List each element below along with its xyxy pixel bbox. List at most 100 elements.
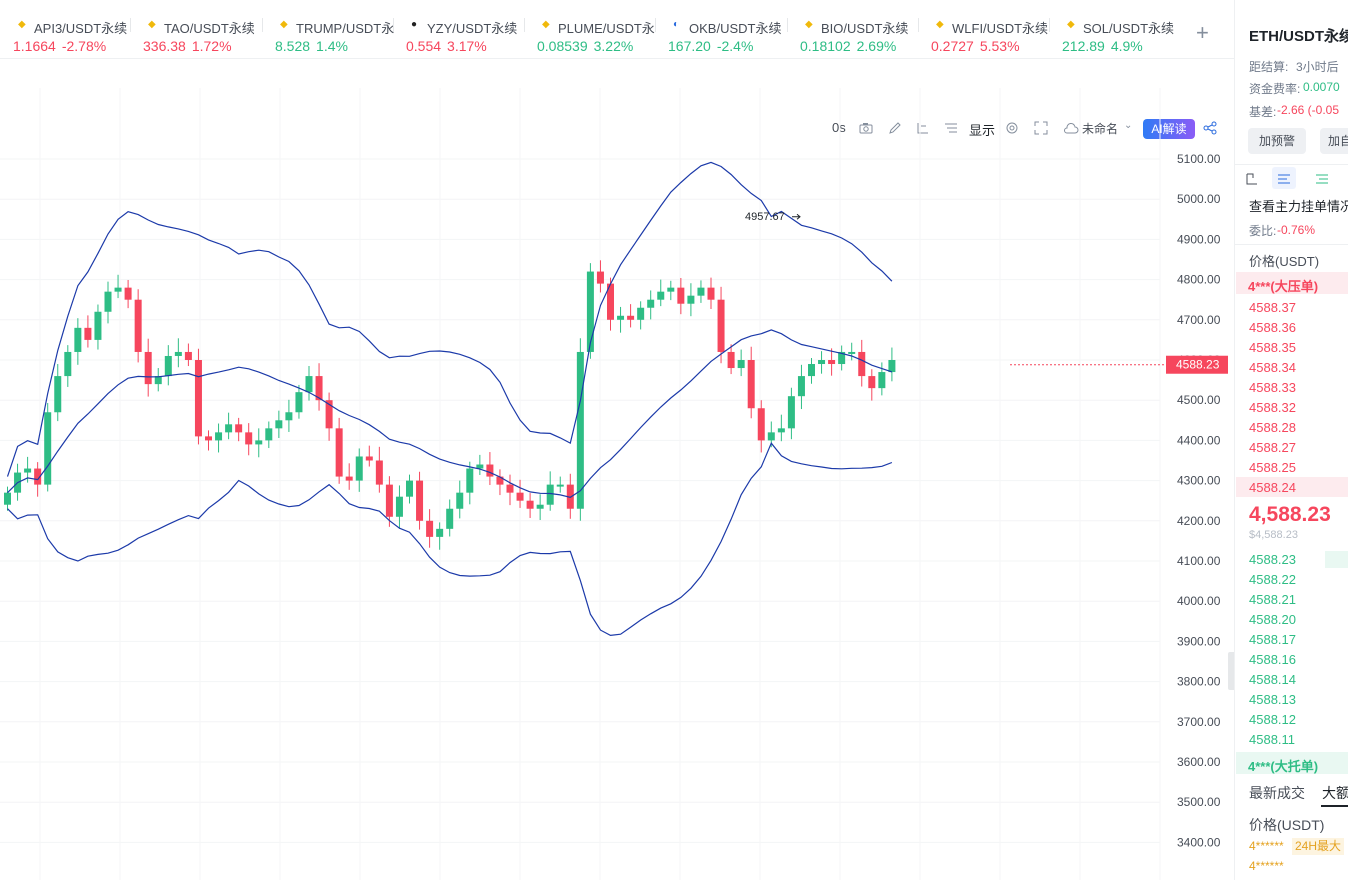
camera-icon[interactable]	[859, 122, 873, 134]
ticker-change: 3.22%	[593, 38, 634, 54]
ticker-change: -2.78%	[61, 38, 107, 54]
bid-row[interactable]: 4588.11	[1249, 732, 1296, 747]
candle-body	[124, 287, 132, 300]
display-menu[interactable]: 显示	[969, 123, 996, 138]
add-ticker-icon[interactable]: +	[1196, 20, 1209, 45]
bid-row[interactable]: 4588.13	[1249, 692, 1296, 707]
add-alert-button[interactable]: 加预警	[1248, 128, 1306, 154]
candle-body	[838, 351, 846, 365]
ticker-item[interactable]: ◆ PLUME/USDT永 0.08539 3.22%	[524, 0, 655, 58]
y-tick-label: 4700.00	[1177, 313, 1221, 327]
binance-icon: ◆	[280, 19, 288, 30]
ask-row[interactable]: 4588.32	[1249, 400, 1296, 415]
candle-body	[4, 492, 11, 505]
bid-row[interactable]: 4588.22	[1249, 572, 1296, 587]
y-tick-label: 4300.00	[1177, 474, 1221, 488]
main-orders-link[interactable]: 查看主力挂单情况	[1249, 199, 1348, 214]
orderbook-bids-icon[interactable]	[1277, 172, 1291, 186]
ask-row[interactable]: 4588.27	[1249, 440, 1296, 455]
orderbook-asks-icon[interactable]	[1315, 172, 1329, 186]
candle-body	[406, 480, 413, 497]
bid-row[interactable]: 4588.20	[1249, 612, 1296, 627]
binance-icon: ◆	[936, 19, 944, 30]
chevron-down-icon[interactable]: ⌄	[1124, 120, 1133, 131]
ticker-item[interactable]: ● YZY/USDT永续 0.554 3.17%	[393, 0, 524, 58]
candle-body	[727, 351, 735, 369]
candle-body	[627, 315, 635, 320]
funding-value: 0.0070	[1303, 80, 1340, 94]
ticker-item[interactable]: ◆ TAO/USDT永续 336.38 1.72%	[130, 0, 261, 58]
ask-row[interactable]: 4588.24	[1249, 480, 1296, 495]
share-icon[interactable]	[1203, 121, 1217, 135]
candle-body	[325, 400, 333, 429]
funding-label: 资金费率:	[1249, 82, 1301, 96]
ask-row[interactable]: 4588.37	[1249, 300, 1296, 315]
pencil-icon[interactable]	[888, 121, 902, 135]
candle-body	[476, 464, 484, 469]
orderbook-both-icon[interactable]	[1245, 172, 1259, 186]
y-tick-label: 4400.00	[1177, 433, 1221, 447]
y-tick-label: 4500.00	[1177, 393, 1221, 407]
candle-body	[365, 456, 373, 461]
candle-body	[164, 355, 172, 377]
candle-body	[747, 360, 755, 409]
ticker-separator	[655, 18, 656, 32]
candle-body	[154, 376, 162, 385]
bid-row[interactable]: 4588.14	[1249, 672, 1296, 687]
last-price-usd: $4,588.23	[1249, 529, 1298, 541]
candle-body	[194, 360, 202, 437]
y-tick-label: 4000.00	[1177, 594, 1221, 608]
ticker-price: 1.1664	[13, 38, 56, 54]
bid-row[interactable]: 4588.21	[1249, 592, 1296, 607]
y-tick-label: 4900.00	[1177, 232, 1221, 246]
add-watch-button[interactable]: 加自	[1320, 128, 1348, 154]
ticker-price: 0.2727	[931, 38, 974, 54]
ask-row[interactable]: 4588.33	[1249, 380, 1296, 395]
ticker-item[interactable]: ◆ TRUMP/USDT永 8.528 1.4%	[262, 0, 395, 58]
candle-body	[24, 468, 32, 473]
bid-row[interactable]: 4588.23	[1249, 552, 1296, 567]
y-tick-label: 4100.00	[1177, 554, 1221, 568]
candlestick-chart-svg[interactable]: 5100.005000.004900.004800.004700.004600.…	[0, 88, 1234, 880]
ticker-item[interactable]: ◆ BIO/USDT永续 0.18102 2.69%	[787, 0, 918, 58]
ticker-price: 212.89	[1062, 38, 1105, 54]
ticker-item[interactable]: ◆ API3/USDT永续 1.1664 -2.78%	[0, 0, 131, 58]
tab-latest-trades[interactable]: 最新成交	[1249, 785, 1305, 801]
price-chart[interactable]: 5100.005000.004900.004800.004700.004600.…	[0, 88, 1234, 880]
ask-row[interactable]: 4588.36	[1249, 320, 1296, 335]
draw-line-icon[interactable]	[916, 121, 930, 135]
bid-row[interactable]: 4588.17	[1249, 632, 1296, 647]
ask-row[interactable]: 4588.35	[1249, 340, 1296, 355]
tab-large-trades[interactable]: 大额	[1322, 785, 1348, 801]
candle-body	[54, 376, 62, 413]
panel-resize-handle[interactable]	[1228, 652, 1236, 690]
ticker-name: TAO/USDT永续	[164, 21, 255, 36]
current-price-label: 4588.23	[1176, 358, 1220, 372]
candle-body	[496, 476, 504, 485]
candle-body	[265, 428, 273, 441]
bid-row[interactable]: 4588.16	[1249, 652, 1296, 667]
layout-name-dropdown[interactable]: 未命名	[1082, 122, 1119, 136]
ticker-price: 167.20	[668, 38, 711, 54]
candle-body	[446, 508, 454, 529]
ticker-item[interactable]: ◐ OKB/USDT永续 167.20 -2.4%	[655, 0, 786, 58]
settings-icon[interactable]	[1005, 121, 1019, 135]
bid-row[interactable]: 4588.12	[1249, 712, 1296, 727]
candle-body	[184, 351, 192, 360]
list-icon[interactable]	[944, 121, 958, 135]
candle-body	[787, 396, 795, 429]
tab-active-indicator	[1321, 805, 1348, 807]
ask-row[interactable]: 4588.28	[1249, 420, 1296, 435]
cloud-icon	[1064, 123, 1079, 134]
ask-row[interactable]: 4588.34	[1249, 360, 1296, 375]
candle-body	[245, 432, 253, 445]
candle-body	[255, 440, 263, 445]
fullscreen-icon[interactable]	[1034, 121, 1048, 135]
candle-body	[486, 464, 494, 477]
ticker-item[interactable]: ◆ WLFI/USDT永续 0.2727 5.53%	[918, 0, 1049, 58]
ticker-name: OKB/USDT永续	[689, 21, 782, 36]
ticker-name: TRUMP/USDT永	[296, 21, 395, 36]
candle-body	[134, 299, 142, 352]
ticker-item[interactable]: ◆ SOL/USDT永续 212.89 4.9%	[1049, 0, 1180, 58]
ask-row[interactable]: 4588.25	[1249, 460, 1296, 475]
